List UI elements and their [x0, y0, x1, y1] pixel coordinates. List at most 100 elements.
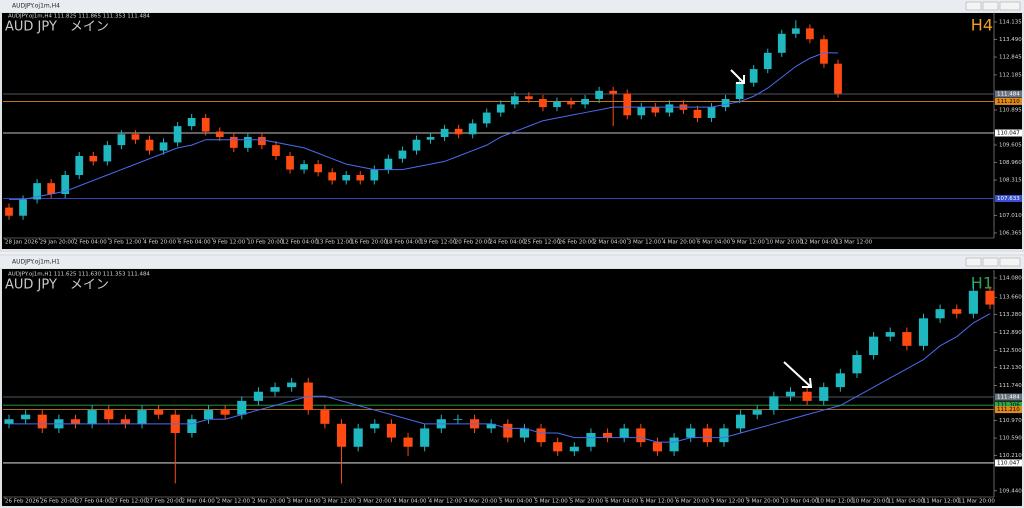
- y-tick-label: 113.280: [999, 312, 1022, 318]
- candle-body: [87, 410, 97, 424]
- candle-body: [603, 432, 613, 438]
- candle-body: [137, 410, 147, 424]
- candle-body: [342, 174, 351, 181]
- candle-body: [244, 136, 252, 148]
- candle-body: [651, 107, 660, 113]
- candle-body: [702, 428, 712, 443]
- candle-body: [536, 428, 546, 443]
- candle-body: [19, 199, 27, 216]
- x-tick-label: 10 Mar 04:00: [782, 499, 819, 505]
- x-tick-label: 11 Mar 12:00: [923, 499, 960, 505]
- candle-body: [503, 423, 513, 438]
- candle-body: [652, 442, 663, 452]
- x-tick-label: 2 Mar 20:00: [252, 499, 286, 505]
- candle-body: [131, 134, 140, 140]
- x-tick-label: 19 Feb 12:00: [420, 240, 457, 246]
- x-tick-label: 9 Feb 12:00: [213, 240, 246, 246]
- x-tick-label: 4 Mar 12:00: [429, 499, 463, 505]
- x-tick-label: 2 Mar 04:00: [182, 499, 216, 505]
- candle-body: [468, 123, 477, 135]
- arrow: [730, 69, 745, 84]
- level-label: 110.047: [997, 460, 1020, 466]
- maximize-button[interactable]: [982, 257, 999, 267]
- close-button[interactable]: [999, 257, 1021, 267]
- candle-body: [145, 139, 154, 151]
- chart-info: AUDJPY.oj1m,H1 111.625 111.630 111.353 1…: [8, 272, 150, 278]
- candle-body: [173, 126, 182, 143]
- candle-body: [525, 96, 533, 99]
- candle-body: [370, 423, 380, 429]
- candle-body: [412, 139, 421, 151]
- candle-body: [440, 128, 449, 137]
- candle-body: [553, 442, 563, 452]
- maximize-button[interactable]: [982, 1, 999, 11]
- candle-body: [665, 104, 674, 113]
- candle-body: [968, 290, 978, 314]
- x-tick-label: 27 Feb 04:00: [76, 499, 113, 505]
- close-button[interactable]: [999, 1, 1021, 11]
- chart-info: AUDJPY.oj1m,H4 111.825 111.865 111.353 1…: [8, 14, 150, 20]
- candle-body: [220, 410, 230, 415]
- candle-body: [253, 391, 263, 401]
- candle-body: [300, 164, 308, 170]
- candle-body: [609, 90, 618, 94]
- arrow: [783, 361, 813, 388]
- candle-body: [61, 174, 70, 195]
- candle-body: [384, 158, 393, 170]
- candle-body: [777, 33, 786, 53]
- candle-body: [806, 28, 814, 40]
- moving-average: [9, 313, 991, 443]
- x-tick-label: 9 Mar 12:00: [732, 240, 766, 246]
- plots: AUDJPY.oj1m,H4 AUDJPY.oj1m,H4 111.825 111…: [3, 3, 1022, 505]
- level-label: 111.484: [997, 91, 1020, 97]
- y-tick-label: 109.440: [999, 488, 1022, 494]
- candle-body: [752, 410, 762, 415]
- candle-body: [952, 309, 962, 314]
- candle-body: [769, 396, 779, 411]
- level-label: 111.306: [997, 403, 1020, 409]
- level-label: 111.210: [997, 99, 1020, 105]
- minimize-button[interactable]: [965, 257, 982, 267]
- candle-body: [103, 145, 112, 162]
- candle-body: [586, 432, 596, 447]
- timeframe-label: H4: [971, 16, 993, 35]
- x-tick-label: 28 Jan 2026: [5, 240, 38, 246]
- x-tick-label: 6 Mar 04:00: [605, 499, 639, 505]
- candle-body: [203, 410, 214, 420]
- y-tick-label: 107.010: [999, 213, 1022, 219]
- candle-body: [47, 183, 56, 195]
- level-box: [995, 393, 1022, 401]
- window-title: AUDJPY.oj1m,H1: [12, 259, 60, 266]
- candle-body: [693, 109, 702, 118]
- x-tick-label: 2 Mar 04:00: [593, 240, 627, 246]
- candle-body: [286, 155, 294, 170]
- candle-body: [486, 423, 496, 429]
- x-tick-label: 11 Mar 20:00: [958, 499, 995, 505]
- candle-body: [403, 437, 413, 447]
- minimize-button[interactable]: [965, 1, 982, 11]
- candle-body: [985, 290, 995, 305]
- chart-area: [2, 13, 1022, 249]
- y-tick-label: 110.970: [999, 418, 1022, 424]
- candle-body: [75, 155, 84, 175]
- candle-body: [763, 52, 772, 70]
- candle-body: [426, 136, 435, 140]
- candle-body: [791, 28, 800, 34]
- candle-body: [5, 207, 13, 216]
- candle-body: [453, 419, 463, 421]
- candle-body: [636, 428, 646, 443]
- x-tick-label: 4 Feb 20:00: [143, 240, 176, 246]
- candle-body: [117, 134, 126, 146]
- candle-body: [935, 309, 945, 319]
- y-tick-label: 112.500: [999, 348, 1022, 354]
- candle-body: [749, 69, 758, 83]
- x-tick-label: 3 Mar 12:00: [323, 499, 357, 505]
- timeframe-label: H1: [971, 274, 993, 293]
- y-tick-label: 112.185: [999, 72, 1022, 78]
- y-tick-label: 112.130: [999, 365, 1022, 371]
- candle-body: [120, 419, 130, 424]
- x-tick-label: 13 Feb 12:00: [316, 240, 353, 246]
- y-tick-label: 110.590: [999, 436, 1022, 442]
